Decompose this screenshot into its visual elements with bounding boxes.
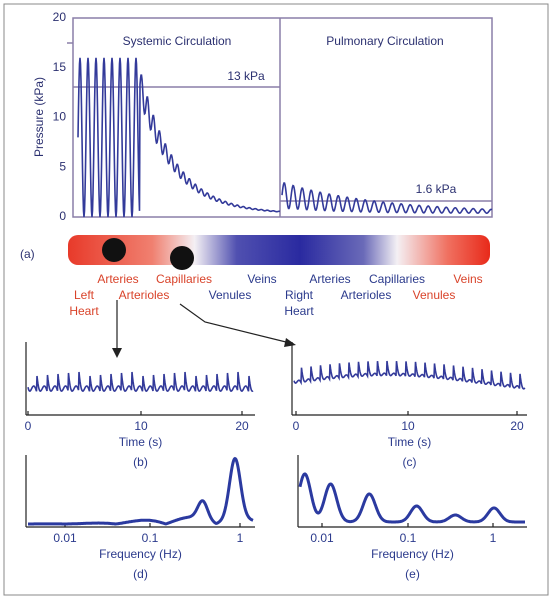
vessel (68, 235, 490, 265)
panel-label: (b) (133, 455, 148, 469)
vessel-label: Veins (247, 272, 276, 286)
pressure-wave (77, 57, 281, 218)
vessel-label: Venules (413, 288, 456, 302)
spectrum (28, 456, 254, 526)
x-axis-label: Time (s) (388, 435, 432, 449)
x-tick-label: 1 (237, 531, 244, 545)
plot-box (72, 17, 493, 218)
time-trace (293, 360, 526, 390)
x-tick-label: 1 (490, 531, 497, 545)
time-trace (27, 371, 254, 392)
spectrum (298, 472, 525, 524)
x-tick-label: 0 (25, 419, 32, 433)
x-tick-label: 0.1 (142, 531, 159, 545)
probe (102, 238, 126, 262)
y-tick-label: 15 (53, 60, 67, 74)
panel-label: (d) (133, 567, 148, 581)
vessel-label: Heart (284, 304, 314, 318)
x-tick-label: 20 (510, 419, 524, 433)
pressure-wave (281, 182, 493, 214)
x-tick-label: 10 (401, 419, 415, 433)
systemic-title: Systemic Circulation (123, 34, 232, 48)
probe (170, 246, 194, 270)
vessel-label: Capillaries (369, 272, 425, 286)
frame (3, 3, 549, 596)
y-tick-label: 0 (59, 209, 66, 223)
y-tick-label: 20 (53, 10, 67, 24)
x-tick-label: 0.01 (310, 531, 334, 545)
level-label: 1.6 kPa (416, 182, 457, 196)
x-axis-label: Frequency (Hz) (371, 547, 454, 561)
x-axis-label: Time (s) (119, 435, 163, 449)
panel-label: (a) (20, 247, 35, 261)
vessel-label: Veins (453, 272, 482, 286)
x-axis-label: Frequency (Hz) (99, 547, 182, 561)
vessel-label: Capillaries (156, 272, 212, 286)
arrowhead (112, 348, 122, 358)
vessel-label: Arterioles (119, 288, 170, 302)
vessel-label: Heart (69, 304, 99, 318)
vessel-label: Arterioles (341, 288, 392, 302)
arrow (179, 303, 291, 344)
x-tick-label: 20 (235, 419, 249, 433)
x-tick-label: 10 (134, 419, 148, 433)
x-tick-label: 0.1 (400, 531, 417, 545)
y-tick-label: 5 (59, 159, 66, 173)
x-tick-label: 0 (293, 419, 300, 433)
panel-label: (e) (405, 567, 420, 581)
y-axis-label: Pressure (kPa) (32, 77, 46, 157)
vessel-label: Right (285, 288, 314, 302)
vessel-label: Arteries (309, 272, 350, 286)
y-tick-label: 10 (53, 110, 67, 124)
vessel-label: Arteries (97, 272, 138, 286)
arrowhead (284, 338, 296, 347)
panel-label: (c) (403, 455, 417, 469)
x-tick-label: 0.01 (53, 531, 77, 545)
pulmonary-title: Pulmonary Circulation (326, 34, 443, 48)
vessel-label: Venules (209, 288, 252, 302)
vessel-label: Left (74, 288, 95, 302)
level-label: 13 kPa (227, 69, 265, 83)
